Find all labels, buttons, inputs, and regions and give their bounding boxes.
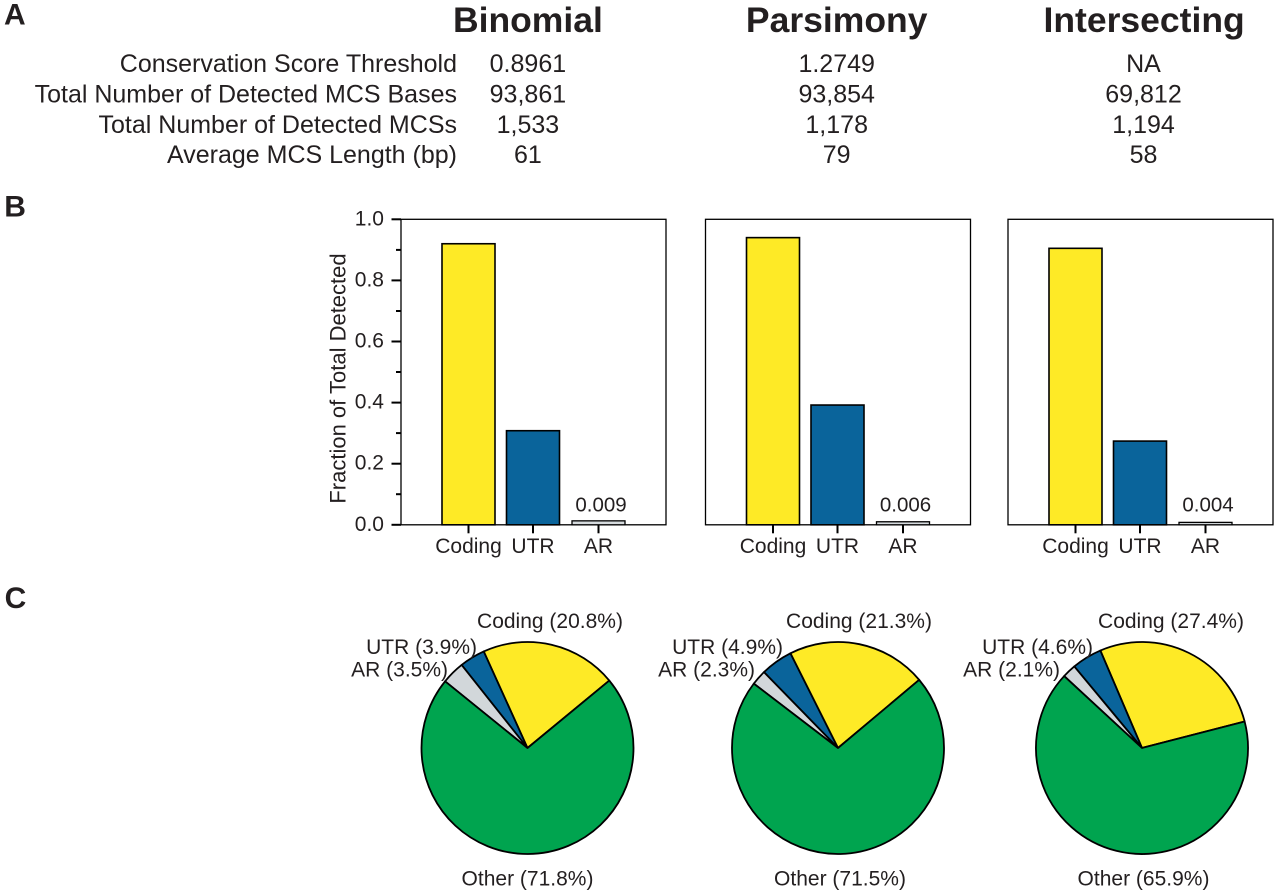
svg-text:0.6: 0.6: [355, 330, 384, 353]
svg-text:UTR (4.6%): UTR (4.6%): [982, 636, 1093, 659]
svg-text:AR (2.3%): AR (2.3%): [658, 659, 755, 682]
svg-text:Coding: Coding: [435, 535, 502, 558]
svg-text:UTR: UTR: [816, 535, 859, 558]
svg-text:Coding (20.8%): Coding (20.8%): [477, 610, 623, 633]
svg-text:Intersecting: Intersecting: [1043, 0, 1244, 40]
svg-text:B: B: [4, 191, 26, 224]
svg-text:AR: AR: [584, 535, 613, 558]
svg-text:1,533: 1,533: [497, 111, 560, 139]
svg-text:Binomial: Binomial: [453, 0, 603, 40]
svg-text:1,178: 1,178: [805, 111, 868, 139]
svg-text:Total Number of Detected MCSs: Total Number of Detected MCSs: [99, 111, 457, 139]
svg-text:0.009: 0.009: [575, 494, 626, 517]
svg-text:93,861: 93,861: [490, 80, 566, 108]
svg-text:UTR (4.9%): UTR (4.9%): [672, 636, 783, 659]
svg-text:AR (2.1%): AR (2.1%): [963, 659, 1060, 682]
svg-text:58: 58: [1130, 141, 1158, 169]
svg-text:93,854: 93,854: [798, 80, 875, 108]
svg-text:1.0: 1.0: [355, 207, 384, 230]
svg-text:Other (71.5%): Other (71.5%): [774, 868, 906, 891]
svg-text:0.004: 0.004: [1182, 494, 1233, 517]
svg-text:0.4: 0.4: [355, 391, 385, 414]
svg-text:0.8: 0.8: [355, 268, 384, 291]
svg-text:1,194: 1,194: [1112, 111, 1175, 139]
svg-text:Conservation Score Threshold: Conservation Score Threshold: [120, 50, 457, 78]
svg-text:Coding (27.4%): Coding (27.4%): [1098, 610, 1244, 633]
svg-text:UTR: UTR: [1118, 535, 1161, 558]
svg-text:0.2: 0.2: [355, 452, 384, 475]
svg-text:Total Number of Detected MCS B: Total Number of Detected MCS Bases: [35, 80, 457, 108]
svg-text:Coding: Coding: [740, 535, 807, 558]
svg-text:Average MCS Length (bp): Average MCS Length (bp): [167, 141, 457, 169]
svg-text:79: 79: [823, 141, 851, 169]
svg-text:0.8961: 0.8961: [490, 50, 566, 78]
svg-text:C: C: [5, 582, 27, 615]
svg-text:UTR: UTR: [511, 535, 554, 558]
svg-text:UTR (3.9%): UTR (3.9%): [366, 636, 477, 659]
svg-text:0.0: 0.0: [355, 513, 384, 536]
svg-text:AR: AR: [888, 535, 917, 558]
svg-text:Other (71.8%): Other (71.8%): [462, 868, 594, 891]
svg-text:AR (3.5%): AR (3.5%): [351, 659, 448, 682]
svg-text:A: A: [4, 0, 26, 32]
svg-text:Parsimony: Parsimony: [746, 0, 928, 40]
svg-text:Other (65.9%): Other (65.9%): [1078, 868, 1210, 891]
svg-text:Fraction of Total Detected: Fraction of Total Detected: [326, 253, 351, 503]
svg-text:AR: AR: [1191, 535, 1220, 558]
svg-text:61: 61: [514, 141, 542, 169]
svg-text:Coding (21.3%): Coding (21.3%): [786, 610, 932, 633]
svg-text:NA: NA: [1126, 50, 1161, 78]
svg-text:69,812: 69,812: [1105, 80, 1181, 108]
svg-text:1.2749: 1.2749: [798, 50, 874, 78]
svg-text:0.006: 0.006: [880, 494, 931, 517]
svg-text:Coding: Coding: [1042, 535, 1109, 558]
